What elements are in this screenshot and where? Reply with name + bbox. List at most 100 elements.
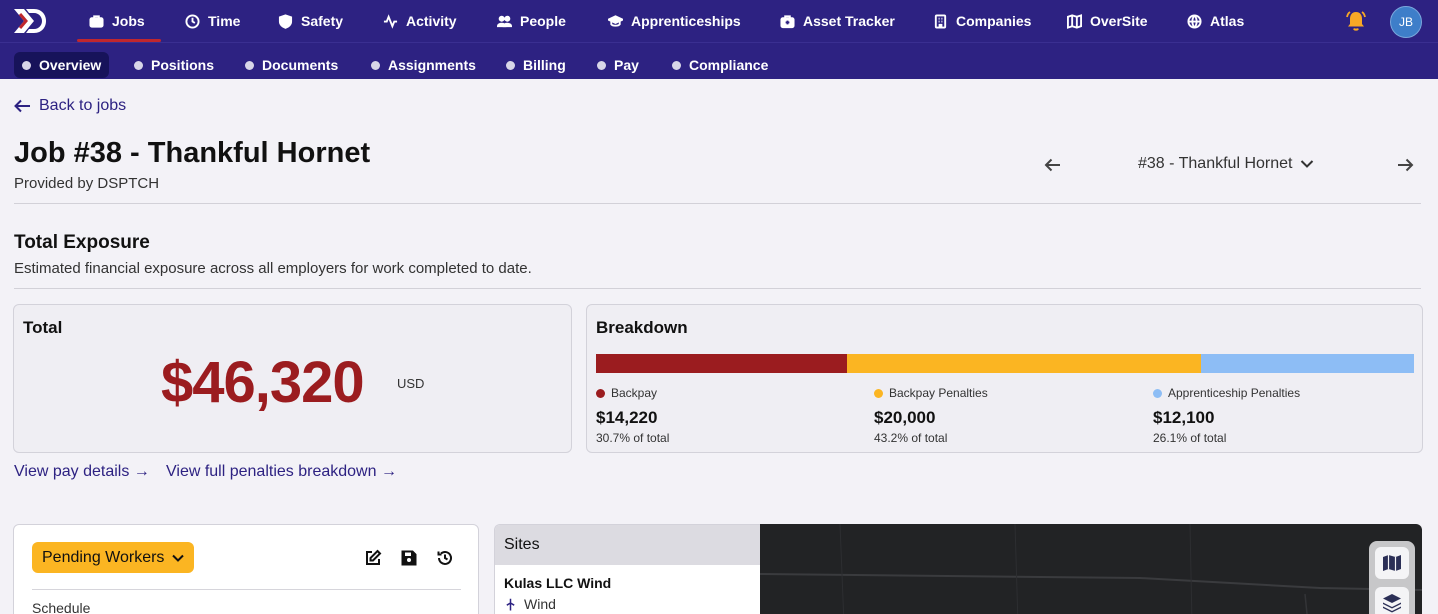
subnav-positions[interactable]: Positions [126,52,222,78]
nav-apprenticeships[interactable]: Apprenticeships [608,0,741,42]
building-icon [934,13,947,29]
nav-jobs-label: Jobs [112,13,145,29]
nav-time[interactable]: Time [185,0,240,42]
total-currency: USD [397,376,425,391]
wind-turbine-icon [506,598,515,610]
legend-percent: 30.7% of total [596,431,670,445]
next-job-button[interactable] [1396,156,1414,174]
provided-by: Provided by DSPTCH [14,175,160,192]
legend-value: $14,220 [596,408,658,427]
site-type-label: Wind [524,596,556,612]
nav-safety[interactable]: Safety [278,0,343,42]
subnav-assignments-label: Assignments [388,57,476,73]
subnav-dot [597,60,606,70]
view-penalties-breakdown-link[interactable]: View full penalties breakdown → [166,463,397,480]
nav-people[interactable]: People [497,0,566,42]
divider [32,589,461,590]
layers-icon [1383,594,1401,613]
subnav-dot [672,60,681,70]
breakdown-card: Breakdown Backpay $14,220 30.7% of total… [586,304,1423,453]
subnav-assignments[interactable]: Assignments [363,52,484,78]
breakdown-heading: Breakdown [596,318,688,337]
subnav-documents-label: Documents [262,57,339,73]
sites-map[interactable] [760,524,1422,614]
job-status-panel: Pending Workers Schedule [13,524,479,614]
top-navigation: Jobs Time Safety Activity People Apprent… [0,0,1438,42]
legend-value: $20,000 [874,408,936,427]
legend-label: Backpay Penalties [889,386,988,400]
breakdown-bar [596,354,1414,373]
subnav-billing[interactable]: Billing [498,52,574,78]
chevron-down-icon [172,554,185,562]
subnav-billing-label: Billing [523,57,566,73]
nav-jobs[interactable]: Jobs [77,0,161,42]
activity-icon [383,13,398,29]
nav-activity[interactable]: Activity [383,0,457,42]
legend-value: $12,100 [1153,408,1215,427]
page-title: Job #38 - Thankful Hornet [14,137,371,169]
edit-button[interactable] [364,549,382,567]
divider [14,203,1421,204]
map-icon [1067,13,1082,29]
subnav-compliance[interactable]: Compliance [664,52,776,78]
graduation-cap-icon [608,14,623,27]
save-icon [401,550,417,566]
subnav-positions-label: Positions [151,57,215,73]
history-button[interactable] [436,549,454,567]
back-to-jobs-link[interactable]: Back to jobs [14,97,126,115]
globe-icon [1187,13,1202,29]
history-icon [437,550,452,565]
subnav-documents[interactable]: Documents [237,52,346,78]
map-roads [760,524,1422,614]
map-view-button[interactable] [1375,547,1409,579]
subnav-dot [22,60,31,70]
legend-swatch [596,388,605,398]
total-amount: $46,320 [161,350,365,415]
site-name[interactable]: Kulas LLC Wind [504,575,612,591]
total-heading: Total [23,318,63,337]
legend-percent: 26.1% of total [1153,431,1227,445]
arrow-right-icon [1398,158,1414,172]
divider [14,288,1421,289]
arrow-left-icon [14,99,30,113]
job-selector[interactable]: #38 - Thankful Hornet [1138,155,1314,173]
nav-companies[interactable]: Companies [933,0,1031,42]
bell-icon[interactable] [1344,9,1368,33]
previous-job-button[interactable] [1044,156,1062,174]
edit-icon [366,549,382,565]
status-label: Pending Workers [42,548,165,566]
breakdown-segment-backpay-penalties [847,354,1201,373]
legend-apprenticeship-penalties: Apprenticeship Penalties $12,100 26.1% o… [1153,386,1300,445]
nav-activity-label: Activity [406,13,457,29]
nav-time-label: Time [208,13,241,29]
section-title: Total Exposure [14,232,150,253]
subnav-pay[interactable]: Pay [589,52,647,78]
map-controls [1369,541,1415,614]
arrow-left-icon [1044,158,1060,172]
subnav-compliance-label: Compliance [689,57,769,73]
schedule-label: Schedule [32,600,91,614]
chevron-down-icon [1301,160,1314,168]
job-selector-value: #38 - Thankful Hornet [1138,155,1293,172]
sub-navigation: Overview Positions Documents Assignments… [0,42,1438,79]
nav-atlas[interactable]: Atlas [1187,0,1244,42]
view-pay-details-link[interactable]: View pay details → [14,463,150,480]
subnav-overview[interactable]: Overview [14,52,110,78]
save-button[interactable] [400,549,418,567]
nav-oversite[interactable]: OverSite [1067,0,1148,42]
status-dropdown[interactable]: Pending Workers [32,542,195,573]
subnav-dot [134,60,143,70]
sites-heading: Sites [495,525,761,565]
map-icon [1383,555,1401,571]
subnav-pay-label: Pay [614,57,639,73]
clock-icon [185,13,200,29]
nav-apprenticeships-label: Apprenticeships [631,13,741,29]
site-type: Wind [506,596,556,612]
nav-safety-label: Safety [301,13,344,29]
app-logo[interactable] [12,6,48,36]
nav-asset-tracker[interactable]: Asset Tracker [780,0,895,42]
map-layers-button[interactable] [1375,587,1409,614]
legend-swatch [874,388,883,398]
shield-icon [278,13,293,29]
user-avatar[interactable]: JB [1390,6,1422,38]
